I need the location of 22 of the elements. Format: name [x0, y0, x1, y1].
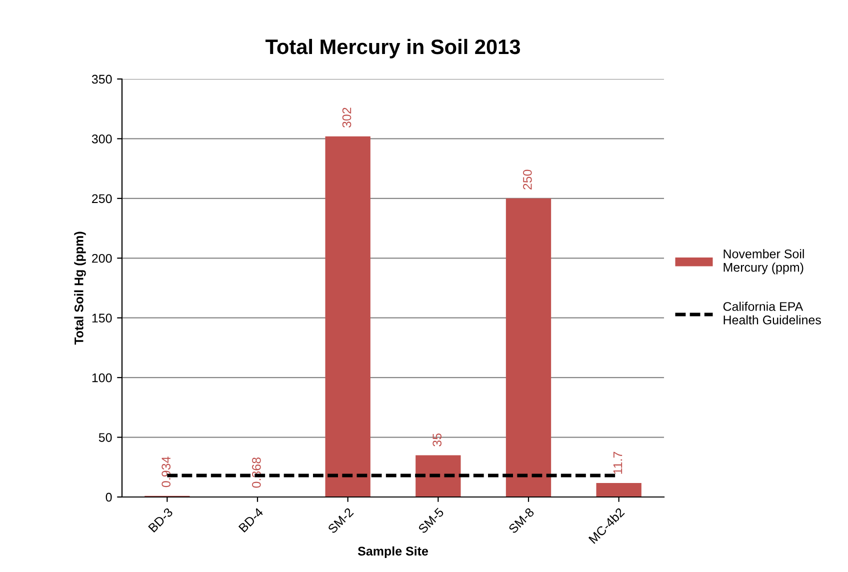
- chart-title: Total Mercury in Soil 2013: [265, 38, 520, 58]
- y-tick-label: 0: [106, 492, 112, 502]
- data-label: 250: [523, 170, 532, 190]
- data-label: 0.934: [162, 456, 171, 488]
- x-axis-title: Sample Site: [358, 546, 428, 558]
- y-tick-label: 350: [92, 74, 112, 84]
- y-tick-label: 250: [92, 194, 112, 204]
- bar: [325, 136, 370, 497]
- y-tick-label: 50: [98, 433, 112, 442]
- legend-label: California EPA Health Guidelines: [723, 302, 821, 324]
- y-tick-label: 100: [92, 373, 112, 382]
- y-tick-label: 200: [92, 254, 112, 263]
- data-label: 11.7: [613, 452, 622, 474]
- bar: [416, 455, 461, 497]
- y-tick-label: 150: [92, 314, 112, 323]
- y-axis-title: Total Soil Hg (ppm): [74, 232, 86, 345]
- bar: [596, 483, 642, 497]
- legend-label: November Soil Mercury (ppm): [724, 249, 804, 274]
- y-tick-label: 300: [92, 134, 112, 144]
- bar: [506, 198, 552, 497]
- data-label: 35: [432, 433, 442, 446]
- data-label: 302: [342, 108, 352, 128]
